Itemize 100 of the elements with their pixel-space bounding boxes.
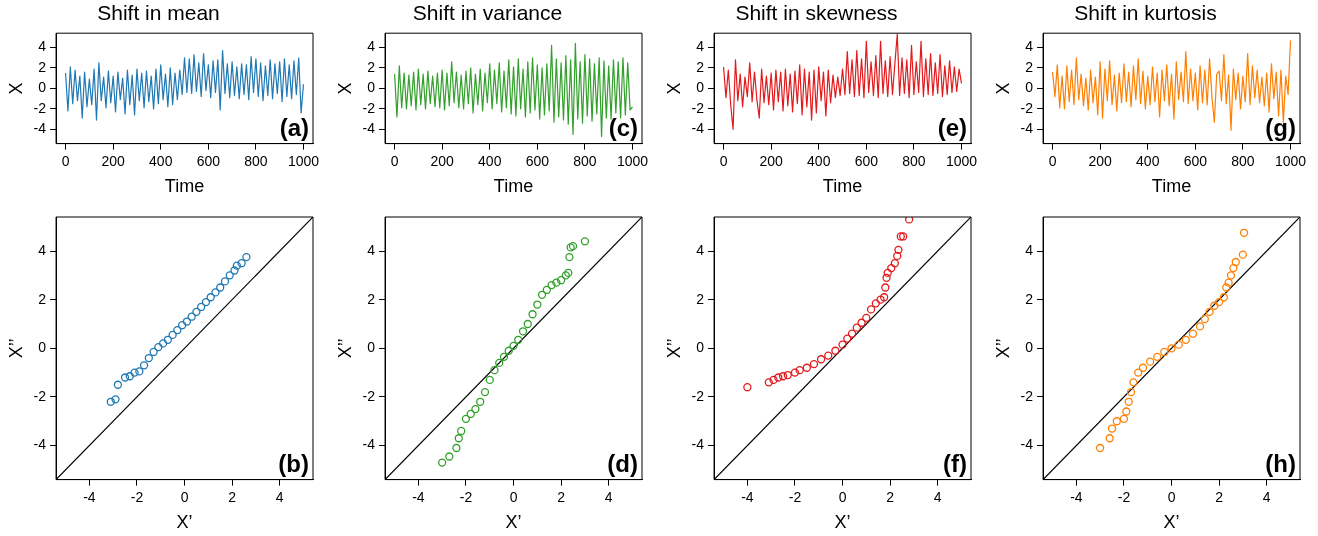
point xyxy=(242,252,251,262)
x-tick-label: 0 xyxy=(838,488,847,505)
point xyxy=(514,335,523,344)
point xyxy=(866,305,876,314)
point xyxy=(206,293,215,302)
x-tick-label: -2 xyxy=(459,488,473,505)
y-tick-label: -2 xyxy=(691,99,705,116)
point xyxy=(871,299,880,308)
y-axis-title: X xyxy=(992,82,1013,95)
x-tick-label: 4 xyxy=(604,488,613,505)
y-tick-label: -2 xyxy=(362,387,376,404)
point xyxy=(533,300,542,309)
point xyxy=(466,409,475,419)
point xyxy=(1112,417,1121,426)
point xyxy=(438,458,447,467)
x-tick-label: 2 xyxy=(886,488,895,505)
point xyxy=(457,426,466,436)
point xyxy=(125,372,134,381)
point xyxy=(1214,297,1224,307)
y-tick-label: -4 xyxy=(33,436,47,453)
x-tick-label: 1000 xyxy=(1274,152,1307,169)
point xyxy=(528,310,537,319)
y-tick-label: -4 xyxy=(1020,120,1034,137)
y-tick-label: 0 xyxy=(367,339,376,356)
x-axis-title: Time xyxy=(1151,176,1192,197)
x-axis-title: X’ xyxy=(834,512,851,533)
point xyxy=(216,283,225,292)
point xyxy=(1200,314,1209,324)
annotation: (a) xyxy=(279,114,309,142)
point xyxy=(778,372,788,381)
annotation: (f) xyxy=(943,450,967,478)
y-tick-label: 4 xyxy=(696,38,705,55)
point xyxy=(452,443,461,453)
point xyxy=(857,318,866,327)
point xyxy=(158,339,168,348)
point xyxy=(1174,340,1183,349)
point xyxy=(1105,434,1114,443)
point xyxy=(173,325,182,335)
y-tick-label: 2 xyxy=(367,290,376,307)
x-tick-label: 200 xyxy=(1088,152,1113,169)
point xyxy=(1181,335,1190,344)
point xyxy=(881,283,890,292)
y-tick-label: -2 xyxy=(1020,387,1034,404)
point xyxy=(518,327,528,336)
x-tick-label: 400 xyxy=(807,152,831,169)
point xyxy=(523,319,532,329)
point xyxy=(106,397,115,406)
annotation: (e) xyxy=(937,114,967,142)
x-tick-label: 400 xyxy=(149,152,173,169)
point xyxy=(831,346,840,355)
point xyxy=(1160,347,1169,357)
point xyxy=(838,340,847,349)
x-tick-label: 2 xyxy=(1215,488,1224,505)
x-tick-label: 2 xyxy=(228,488,237,505)
point xyxy=(561,271,571,280)
y-tick-label: -2 xyxy=(33,387,47,404)
x-tick-label: 0 xyxy=(390,152,399,169)
x-tick-label: -4 xyxy=(1070,488,1083,505)
point xyxy=(1219,293,1229,302)
x-axis-title: Time xyxy=(493,176,534,197)
point xyxy=(1195,322,1205,331)
x-tick-label: 800 xyxy=(244,152,268,169)
point xyxy=(149,347,158,357)
x-axis-title: Time xyxy=(822,176,863,197)
y-tick-label: -2 xyxy=(33,99,47,116)
chart-title: Shift in mean xyxy=(97,1,220,25)
point xyxy=(1153,352,1162,361)
point xyxy=(454,434,463,443)
point xyxy=(1210,301,1219,310)
point xyxy=(1107,424,1117,433)
point xyxy=(565,252,574,262)
x-tick-label: 200 xyxy=(101,152,126,169)
y-tick-label: 2 xyxy=(696,290,705,307)
point xyxy=(139,361,149,370)
point xyxy=(509,341,518,351)
point xyxy=(890,259,900,268)
point xyxy=(769,375,778,385)
x-tick-label: 1000 xyxy=(287,152,320,169)
point xyxy=(1138,363,1148,372)
y-tick-label: 0 xyxy=(1025,339,1034,356)
y-axis-title: X xyxy=(5,82,26,95)
point xyxy=(1222,283,1231,292)
point xyxy=(1239,228,1249,237)
annotation: (g) xyxy=(1265,114,1296,142)
x-tick-label: -2 xyxy=(1117,488,1131,505)
point xyxy=(220,277,230,286)
point xyxy=(480,387,490,397)
point xyxy=(896,232,905,241)
point xyxy=(230,266,239,275)
y-tick-label: 0 xyxy=(1025,79,1034,96)
point xyxy=(187,312,196,321)
point xyxy=(504,346,513,355)
x-axis-title: X’ xyxy=(176,512,193,533)
y-tick-label: -4 xyxy=(33,120,47,137)
point xyxy=(461,414,471,423)
y-tick-label: -4 xyxy=(1020,436,1034,453)
point xyxy=(566,243,575,252)
point xyxy=(537,290,547,299)
x-tick-label: -4 xyxy=(741,488,754,505)
x-tick-label: 0 xyxy=(1167,488,1176,505)
